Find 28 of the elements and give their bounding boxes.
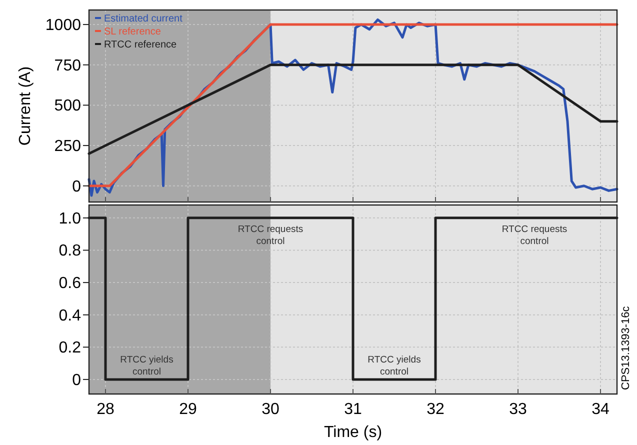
- x-tick-label: 28: [96, 401, 114, 418]
- x-tick-label: 30: [262, 401, 280, 418]
- y-tick-label: 1000: [45, 17, 82, 34]
- annotation: RTCC yields control: [368, 354, 422, 378]
- legend-label: RTCC reference: [104, 40, 178, 50]
- annotation: RTCC requests control: [238, 224, 304, 247]
- text: CPS13.1393-16c: [620, 306, 632, 390]
- x-axis-title: Time (s): [324, 424, 382, 441]
- x-tick-label: 32: [426, 401, 444, 418]
- y-tick-label: 0.6: [58, 275, 82, 292]
- legend-label: SL reference: [104, 26, 162, 38]
- x-tick-label: 29: [179, 401, 197, 418]
- y-tick-label: 0: [72, 372, 82, 389]
- x-tick-label: 34: [592, 401, 610, 418]
- y-tick-label: 0.4: [58, 307, 82, 324]
- y-tick-label: 500: [54, 98, 82, 115]
- x-tick-label: 31: [344, 401, 362, 418]
- y-axis-title: Current (A): [17, 66, 34, 146]
- y-tick-label: 750: [54, 57, 82, 74]
- annotation: RTCC requests control: [502, 224, 568, 247]
- legend-label: Estimated current: [104, 14, 183, 24]
- y-tick-label: 250: [54, 138, 82, 156]
- annotation: RTCC yields control: [120, 354, 174, 378]
- y-tick-label: 0.2: [58, 340, 82, 357]
- x-tick-label: 33: [509, 401, 527, 418]
- y-tick-label: 0.8: [58, 242, 82, 260]
- y-tick-label: 1.0: [58, 210, 82, 228]
- y-tick-label: 0: [72, 178, 82, 196]
